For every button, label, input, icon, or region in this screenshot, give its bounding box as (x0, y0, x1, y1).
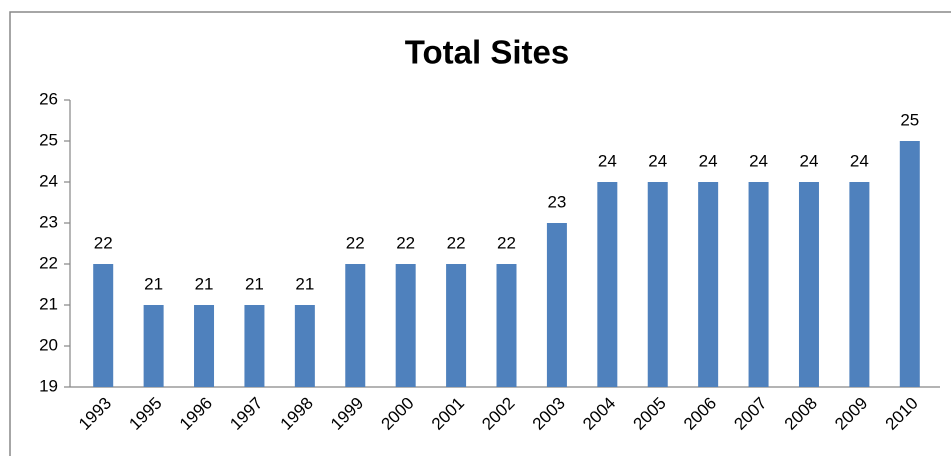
bar (798, 182, 819, 387)
x-tick-label: 2007 (730, 394, 770, 434)
data-label: 22 (94, 233, 113, 252)
x-tick-label: 1997 (226, 394, 266, 434)
x-tick-label: 2001 (428, 394, 468, 434)
x-tick-label: 2008 (781, 394, 821, 434)
x-tick-label: 2000 (377, 394, 417, 434)
x-tick-label: 1996 (176, 394, 216, 434)
bar (748, 182, 769, 387)
bar (395, 264, 416, 387)
bar (446, 264, 467, 387)
bar (597, 182, 618, 387)
data-label: 23 (547, 192, 566, 211)
bar (143, 305, 164, 387)
bar (698, 182, 719, 387)
x-tick-label: 2010 (882, 394, 922, 434)
chart-title: Total Sites (405, 34, 569, 71)
x-tick-label: 2005 (630, 394, 670, 434)
data-label: 21 (295, 274, 314, 293)
data-label: 22 (346, 233, 365, 252)
chart-frame (9, 11, 951, 456)
data-label: 24 (800, 151, 819, 170)
data-label: 24 (648, 151, 667, 170)
y-tick-label: 21 (39, 294, 58, 313)
bar (93, 264, 114, 387)
data-label: 22 (497, 233, 516, 252)
bar (294, 305, 315, 387)
bar (899, 141, 920, 387)
y-tick-label: 22 (39, 253, 58, 272)
data-label: 24 (598, 151, 617, 170)
y-tick-label: 20 (39, 335, 58, 354)
data-label: 21 (144, 274, 163, 293)
bar (496, 264, 517, 387)
data-label: 22 (447, 233, 466, 252)
x-tick-label: 1993 (75, 394, 115, 434)
x-tick-label: 2002 (478, 394, 518, 434)
y-tick-label: 19 (39, 376, 58, 395)
y-tick-label: 24 (39, 171, 58, 190)
x-tick-label: 2009 (831, 394, 871, 434)
bar (345, 264, 366, 387)
data-label: 22 (396, 233, 415, 252)
bar (194, 305, 215, 387)
bar (244, 305, 265, 387)
bar (647, 182, 668, 387)
data-label: 24 (850, 151, 869, 170)
x-tick-label: 1998 (277, 394, 317, 434)
data-label: 24 (699, 151, 718, 170)
x-tick-label: 2004 (579, 394, 619, 434)
x-tick-label: 2006 (680, 394, 720, 434)
data-label: 24 (749, 151, 768, 170)
data-label: 21 (195, 274, 214, 293)
x-tick-label: 1999 (327, 394, 367, 434)
y-tick-label: 26 (39, 89, 58, 108)
x-tick-label: 2003 (529, 394, 569, 434)
bar (546, 223, 567, 387)
y-tick-label: 25 (39, 130, 58, 149)
data-label: 25 (900, 110, 919, 129)
data-label: 21 (245, 274, 264, 293)
bar (849, 182, 870, 387)
x-tick-label: 1995 (125, 394, 165, 434)
y-tick-label: 23 (39, 212, 58, 231)
